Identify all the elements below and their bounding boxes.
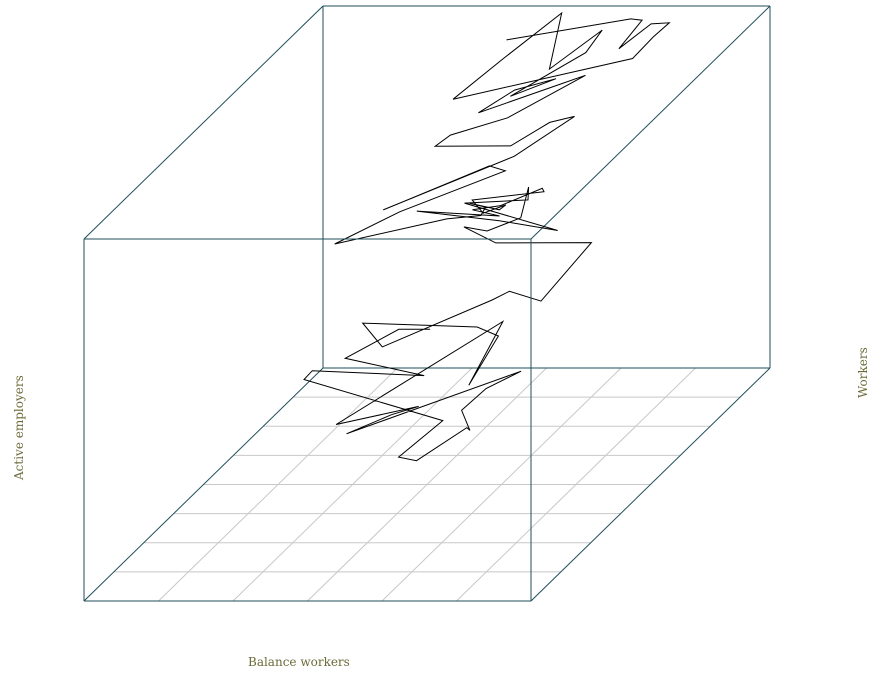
series-line-1 xyxy=(303,11,671,462)
box-front-edges xyxy=(83,238,532,602)
box-edge xyxy=(83,5,324,240)
series-layer xyxy=(303,11,671,462)
box-back-edges xyxy=(83,5,771,602)
z-axis-label: Workers xyxy=(856,347,869,398)
box-edge xyxy=(530,5,771,240)
floor-grid xyxy=(113,367,741,602)
box-edge xyxy=(83,367,324,602)
y-axis-label: Active employers xyxy=(12,375,26,480)
x-axis-label: Balance workers xyxy=(248,655,350,669)
box-edge xyxy=(530,367,771,602)
